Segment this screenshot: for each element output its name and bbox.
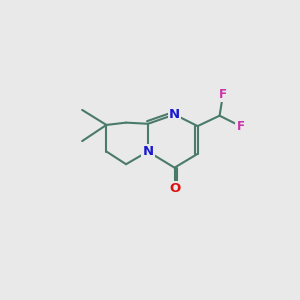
Text: N: N: [142, 145, 154, 158]
Text: F: F: [236, 120, 244, 133]
Text: F: F: [219, 88, 227, 101]
Text: O: O: [169, 182, 180, 195]
Text: N: N: [169, 108, 180, 121]
